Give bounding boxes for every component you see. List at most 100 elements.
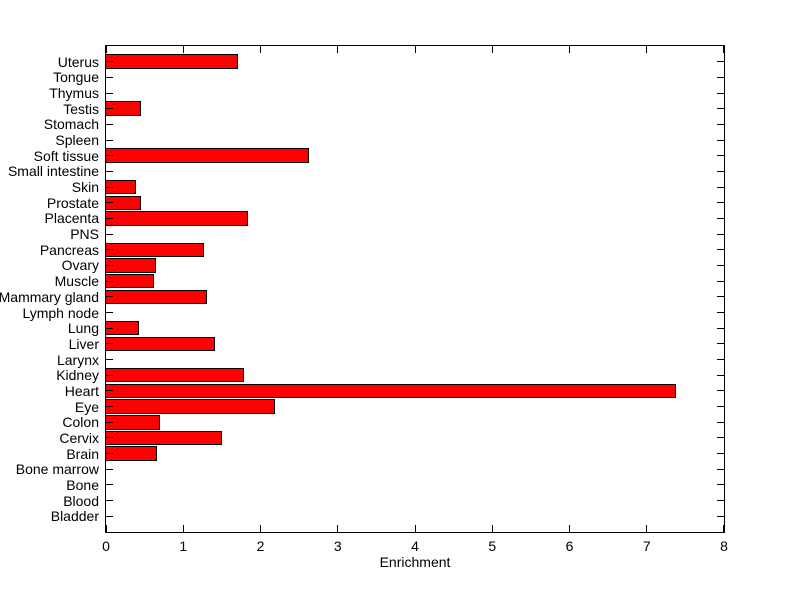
bar-prostate	[106, 195, 141, 211]
y-tick-left	[106, 186, 113, 188]
ytick-label-soft-tissue: Soft tissue	[33, 147, 99, 164]
bar-cervix	[106, 430, 223, 446]
y-tick-right	[717, 296, 724, 298]
x-tick-top	[106, 46, 107, 53]
ytick-label-muscle: Muscle	[54, 273, 99, 290]
y-tick-left	[106, 155, 113, 157]
y-tick-right	[717, 437, 724, 439]
ytick-label-tongue: Tongue	[53, 69, 99, 86]
y-tick-left	[106, 327, 113, 329]
y-tick-right	[717, 312, 724, 314]
y-tick-right	[717, 327, 724, 329]
x-axis-title: Enrichment	[379, 554, 451, 570]
y-tick-right	[717, 186, 724, 188]
ytick-label-skin: Skin	[71, 179, 99, 196]
x-tick-top	[491, 46, 493, 53]
y-tick-right	[717, 264, 724, 266]
ytick-label-stomach: Stomach	[43, 116, 99, 133]
y-tick-right	[717, 406, 724, 408]
ytick-label-blood: Blood	[63, 492, 99, 509]
xtick-label-1: 1	[179, 538, 188, 554]
y-tick-left	[106, 264, 113, 266]
x-tick-top	[414, 46, 416, 53]
bar-ovary	[106, 258, 157, 273]
bar-testis	[106, 101, 141, 116]
y-tick-left	[106, 312, 113, 314]
x-tick-bottom	[491, 525, 493, 532]
x-tick-bottom	[569, 525, 570, 532]
x-tick-bottom	[646, 525, 648, 532]
y-tick-right	[717, 139, 724, 141]
y-tick-right	[717, 249, 724, 251]
x-tick-top	[337, 46, 339, 53]
bar-lung	[106, 320, 140, 336]
x-tick-top	[723, 46, 724, 53]
ytick-label-cervix: Cervix	[59, 429, 99, 446]
y-tick-left	[106, 202, 113, 204]
ytick-label-heart: Heart	[64, 382, 99, 399]
bar-skin	[106, 179, 136, 195]
y-tick-left	[106, 249, 113, 251]
y-tick-left	[106, 515, 113, 517]
y-tick-right	[717, 123, 724, 125]
y-tick-right	[717, 390, 724, 392]
y-tick-left	[106, 468, 113, 470]
ytick-label-eye: Eye	[74, 398, 99, 415]
y-tick-left	[106, 500, 113, 502]
ytick-label-mammary-gland: Mammary gland	[0, 288, 99, 305]
ytick-label-kidney: Kidney	[56, 367, 99, 384]
ytick-label-bladder: Bladder	[50, 508, 99, 525]
y-tick-left	[106, 343, 113, 345]
x-tick-bottom	[723, 525, 724, 532]
ytick-label-prostate: Prostate	[46, 194, 99, 211]
y-tick-right	[717, 359, 724, 361]
x-tick-bottom	[106, 525, 107, 532]
x-tick-bottom	[337, 525, 339, 532]
y-tick-left	[106, 217, 113, 219]
xtick-label-7: 7	[642, 538, 651, 554]
y-tick-right	[717, 468, 724, 470]
ytick-label-small-intestine: Small intestine	[7, 163, 99, 180]
bar-liver	[106, 336, 216, 352]
ytick-label-liver: Liver	[68, 335, 99, 352]
y-tick-right	[717, 170, 724, 172]
plot-area	[105, 45, 725, 533]
y-tick-left	[106, 421, 113, 423]
bar-pancreas	[106, 242, 204, 258]
x-tick-bottom	[260, 525, 261, 532]
bar-heart	[106, 383, 676, 399]
bar-eye	[106, 399, 276, 414]
ytick-label-testis: Testis	[63, 100, 99, 117]
x-tick-top	[646, 46, 648, 53]
ytick-label-bone-marrow: Bone marrow	[15, 461, 99, 478]
bar-kidney	[106, 367, 244, 383]
y-tick-left	[106, 453, 113, 455]
ytick-label-brain: Brain	[66, 445, 99, 462]
y-tick-right	[717, 453, 724, 455]
x-tick-top	[260, 46, 261, 53]
y-tick-right	[717, 92, 724, 94]
y-tick-left	[106, 139, 113, 141]
ytick-label-uterus: Uterus	[57, 53, 99, 70]
bar-placenta	[106, 211, 248, 226]
xtick-label-0: 0	[102, 538, 110, 554]
ytick-label-larynx: Larynx	[56, 351, 99, 368]
y-tick-right	[717, 500, 724, 502]
xtick-label-4: 4	[411, 538, 419, 554]
xtick-label-2: 2	[256, 538, 265, 554]
ytick-label-thymus: Thymus	[49, 85, 99, 102]
bar-soft-tissue	[106, 148, 309, 163]
y-tick-left	[106, 296, 113, 298]
x-tick-top	[569, 46, 570, 53]
x-tick-bottom	[182, 525, 184, 532]
y-tick-left	[106, 437, 113, 439]
y-tick-right	[717, 217, 724, 219]
x-tick-top	[182, 46, 184, 53]
ytick-label-lymph-node: Lymph node	[22, 304, 99, 321]
y-tick-left	[106, 359, 113, 361]
bar-uterus	[106, 54, 239, 69]
bar-colon	[106, 414, 161, 430]
ytick-label-ovary: Ovary	[61, 257, 99, 274]
y-tick-right	[717, 515, 724, 517]
